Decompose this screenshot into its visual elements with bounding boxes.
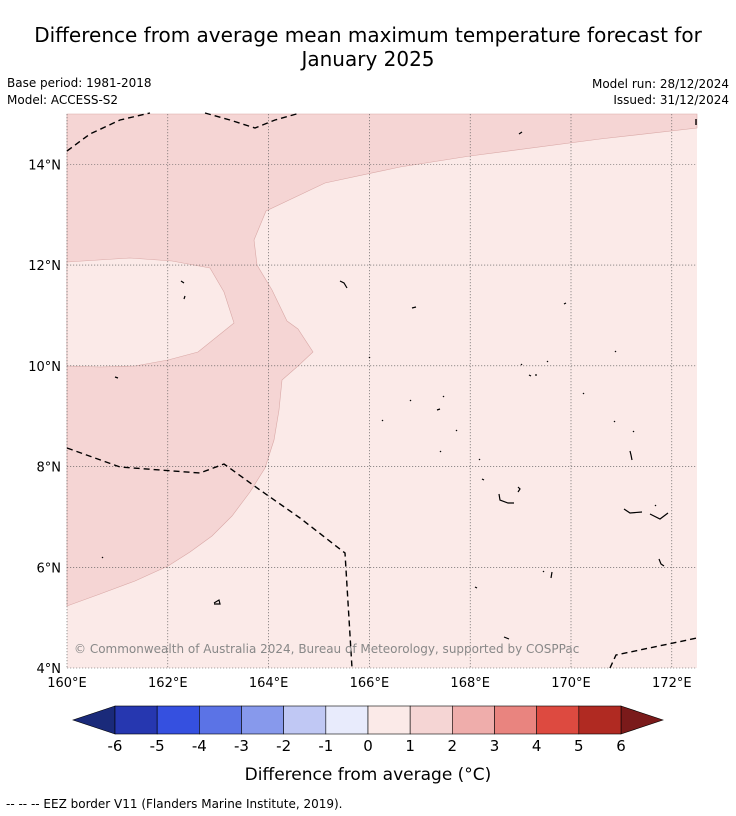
- colorbar-cell: [536, 705, 580, 735]
- lat-tick-label: 4°N: [37, 662, 62, 677]
- island: [339, 280, 348, 289]
- lon-tick-label: 162°E: [148, 676, 188, 691]
- colorbar-cell: [156, 705, 200, 735]
- colorbar-cells: [72, 705, 664, 735]
- colorbar-cell: [283, 705, 327, 735]
- island: [520, 363, 523, 366]
- island: [381, 419, 384, 422]
- island: [613, 420, 616, 423]
- eez-border-north: [66, 112, 151, 152]
- lat-tick-label: 10°N: [28, 360, 61, 375]
- lon-tick-label: 168°E: [450, 676, 490, 691]
- colorbar-cell: [199, 705, 242, 735]
- colorbar: -6 -5 -4 -3 -2 -1 0 1 2 3 4 5 6 Difference from aver…: [72, 705, 664, 785]
- zone-anomaly-1-to-2: [66, 113, 698, 607]
- copyright-notice: © Commonwealth of Australia 2024, Bureau…: [74, 642, 579, 656]
- island: [368, 356, 371, 359]
- colorbar-label: Difference from average (°C): [245, 765, 492, 785]
- colorbar-cell: [452, 705, 495, 735]
- colorbar-tick-label: 4: [532, 737, 542, 755]
- lon-tick-label: 170°E: [551, 676, 591, 691]
- island: [649, 512, 669, 520]
- eez-border-south: [66, 447, 353, 669]
- model-run: Model run: 28/12/2024: [591, 77, 729, 91]
- island: [614, 350, 617, 353]
- island: [582, 392, 585, 395]
- lon-tick-label: 172°E: [652, 676, 692, 691]
- island: [478, 458, 481, 461]
- island: [518, 131, 523, 135]
- island: [474, 586, 478, 589]
- colorbar-tick-label: -6: [108, 737, 123, 755]
- colorbar-under-arrow: [72, 705, 116, 735]
- island: [455, 429, 458, 432]
- colorbar-tick-label: 1: [405, 737, 415, 755]
- island: [101, 556, 104, 559]
- lon-tick-label: 164°E: [249, 676, 289, 691]
- colorbar-cell: [325, 705, 369, 735]
- colorbar-tick-label: 3: [490, 737, 500, 755]
- eez-border-north-2: [204, 112, 301, 129]
- island: [114, 376, 119, 379]
- graticule: [66, 114, 697, 669]
- lat-tick-label: 12°N: [28, 259, 61, 274]
- colorbar-tick-label: 0: [363, 737, 373, 755]
- island: [183, 295, 186, 300]
- island: [503, 636, 510, 640]
- island: [180, 280, 185, 284]
- eez-borders: [66, 112, 698, 669]
- zone-anomaly-0-to-1-pocket: [66, 257, 235, 368]
- colorbar-ticks: -6 -5 -4 -3 -2 -1 0 1 2 3 4 5 6: [108, 737, 626, 755]
- island: [546, 360, 549, 363]
- colorbar-tick-label: -5: [150, 737, 165, 755]
- colorbar-over-arrow: [620, 705, 664, 735]
- island: [632, 430, 635, 433]
- lon-tick-label: 160°E: [47, 676, 87, 691]
- lat-tick-label: 14°N: [28, 158, 61, 173]
- island: [517, 486, 521, 493]
- issued-date: Issued: 31/12/2024: [613, 93, 729, 107]
- lat-tick-label: 8°N: [37, 461, 62, 476]
- island: [213, 599, 221, 605]
- lon-tick-label: 166°E: [350, 676, 390, 691]
- island: [439, 450, 442, 453]
- island: [498, 493, 514, 504]
- colorbar-cell: [494, 705, 537, 735]
- island: [550, 571, 553, 579]
- colorbar-cell: [409, 705, 453, 735]
- colorbar-tick-label: 5: [574, 737, 584, 755]
- axis-tick-labels: 160°E 162°E 164°E 166°E 168°E 170°E 172°E 4°N 6°…: [28, 158, 691, 691]
- island: [409, 399, 412, 402]
- island: [623, 508, 643, 514]
- map-title-line1: Difference from average mean maximum tem…: [34, 23, 702, 47]
- eez-footnote: -- -- -- EEZ border V11 (Flanders Marine…: [6, 797, 343, 811]
- colorbar-tick-label: 6: [616, 737, 626, 755]
- colorbar-cell: [114, 705, 158, 735]
- lat-tick-label: 6°N: [37, 561, 62, 576]
- colorbar-cell: [367, 705, 411, 735]
- colorbar-tick-label: -1: [318, 737, 333, 755]
- island: [436, 408, 441, 411]
- map-canvas: 160°E 162°E 164°E 166°E 168°E 170°E 172°E 4°N 6°…: [28, 112, 698, 691]
- island: [442, 395, 445, 398]
- island: [481, 478, 485, 481]
- island: [629, 450, 633, 461]
- island: [658, 558, 665, 567]
- island: [411, 306, 417, 309]
- island: [542, 570, 545, 573]
- colorbar-tick-label: -4: [192, 737, 207, 755]
- eez-border-southeast: [609, 637, 698, 669]
- colorbar-tick-label: 2: [448, 737, 458, 755]
- colorbar-cell: [241, 705, 284, 735]
- base-period: Base period: 1981-2018: [7, 76, 152, 90]
- island: [563, 302, 567, 305]
- island: [528, 374, 532, 377]
- colorbar-cell: [578, 705, 622, 735]
- model-name: Model: ACCESS-S2: [7, 93, 119, 107]
- colorbar-tick-label: -2: [276, 737, 291, 755]
- colorbar-tick-label: -3: [234, 737, 249, 755]
- map-title-line2: January 2025: [301, 47, 435, 71]
- islands: [101, 131, 669, 640]
- island: [654, 504, 657, 507]
